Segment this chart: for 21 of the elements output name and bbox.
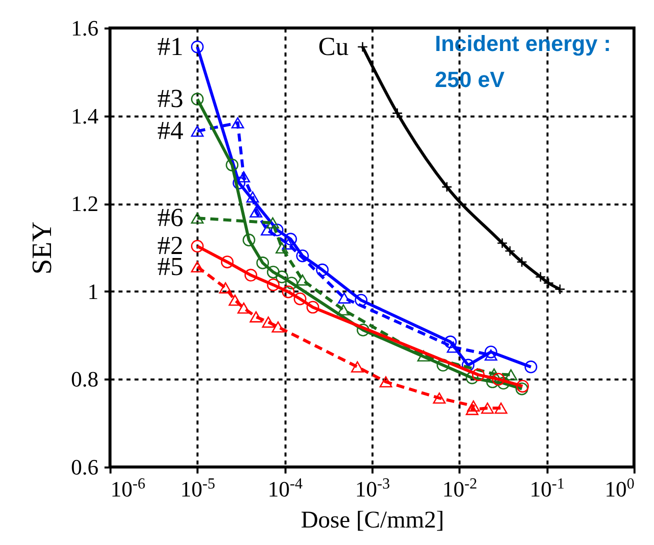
x-tick-label: 10$^{-3}$	[355, 475, 390, 502]
annotation: Incident energy : 250 eV	[434, 31, 611, 92]
y-tick-label: 1.4	[71, 103, 98, 128]
series-label: #1	[157, 32, 184, 61]
x-tick-label: 10$^{-4}$	[268, 475, 303, 502]
series-label: #3	[157, 84, 184, 114]
y-axis-title: SEY	[27, 222, 58, 274]
y-tick-label: 0.6	[71, 454, 98, 480]
y-tick-label: 1.2	[71, 191, 98, 216]
series-label: #6	[157, 203, 184, 232]
x-tick-label: 10$^{-5}$	[180, 475, 216, 502]
y-tick-label: 1	[88, 278, 98, 304]
series-label: #4	[157, 116, 184, 146]
x-tick-label: 10$^{-1}$	[530, 475, 565, 502]
y-tick-label: 0.8	[71, 366, 98, 392]
x-axis-title: Dose [C/mm2]	[300, 508, 444, 534]
x-tick-label: 10$^{0}$	[604, 475, 635, 502]
series-label: Cu	[318, 32, 349, 61]
y-tick-label: 1.6	[71, 16, 98, 40]
x-tick-label: 10$^{-6}$	[110, 475, 146, 502]
x-tick-label: 10$^{-2}$	[442, 475, 478, 502]
